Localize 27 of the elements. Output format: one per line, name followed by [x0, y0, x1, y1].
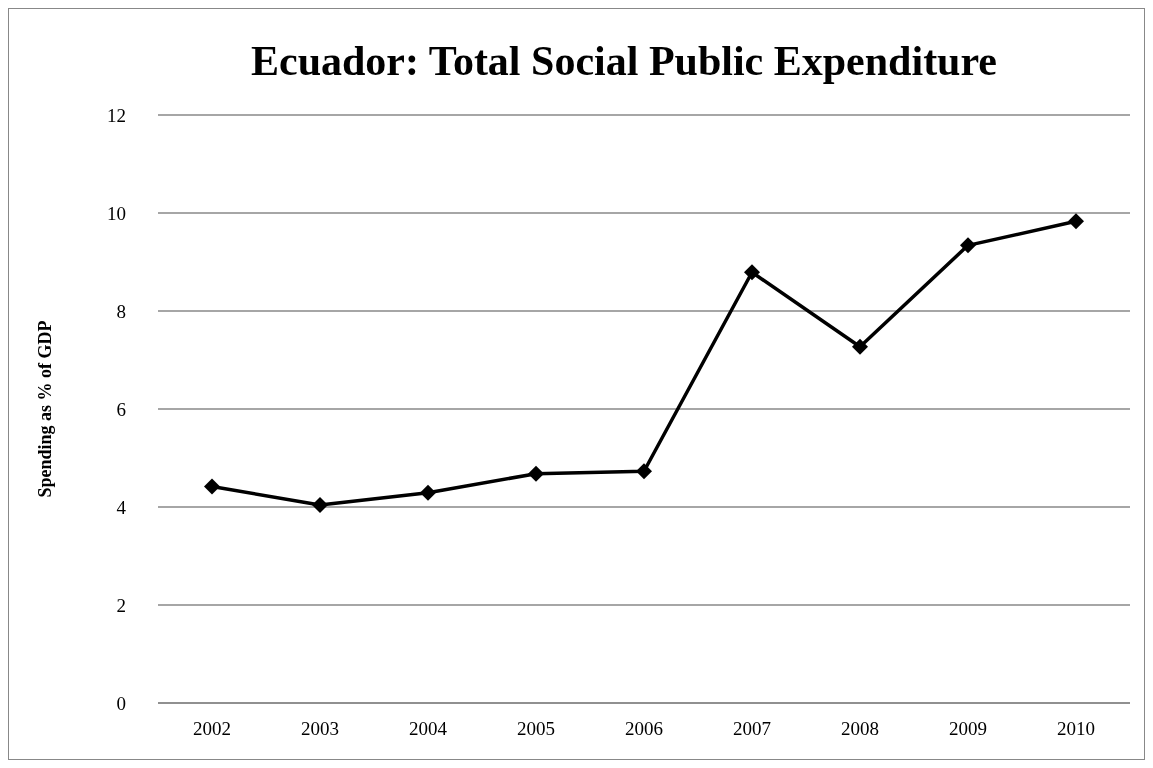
x-tick-label: 2003 — [301, 718, 339, 739]
y-tick-label: 2 — [116, 594, 126, 616]
x-tick-label: 2010 — [1057, 718, 1095, 739]
y-tick-label: 4 — [116, 496, 127, 518]
point — [420, 484, 436, 501]
x-tick-label: 2009 — [949, 718, 987, 739]
point — [312, 497, 328, 514]
y-tick-label: 6 — [116, 398, 126, 420]
x-tick-label: 2002 — [193, 718, 231, 739]
point — [852, 338, 868, 355]
point — [528, 465, 544, 482]
y-axis-title: Spending as % of GDP — [35, 320, 55, 498]
y-tick-label: 0 — [116, 692, 126, 714]
y-tick-label: 8 — [116, 300, 126, 322]
x-tick-label: 2007 — [733, 718, 771, 739]
chart-title: Ecuador: Total Social Public Expenditure — [250, 38, 998, 84]
point — [636, 463, 652, 480]
y-tick-label: 10 — [107, 202, 126, 224]
x-tick-label: 2006 — [625, 718, 663, 739]
x-tick-label: 2004 — [409, 718, 448, 739]
point — [744, 264, 760, 281]
point — [960, 237, 976, 254]
point — [1068, 213, 1084, 230]
y-tick-label: 12 — [107, 104, 126, 126]
x-tick-label: 2005 — [517, 718, 555, 739]
x-tick-label: 2008 — [841, 718, 879, 739]
point — [204, 478, 220, 495]
